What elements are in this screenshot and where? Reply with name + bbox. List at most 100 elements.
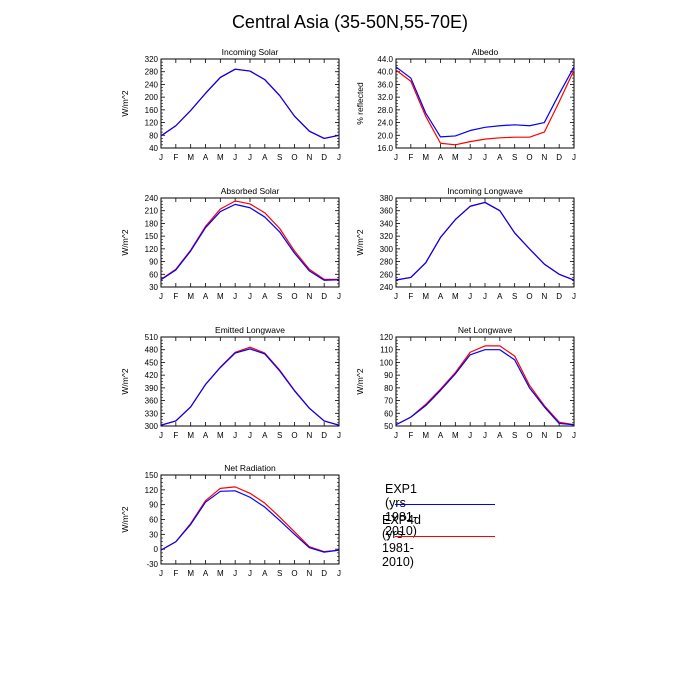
- y-axis-label: W/m^2: [120, 506, 130, 532]
- x-tick-label: M: [187, 569, 194, 578]
- x-tick-label: A: [438, 153, 444, 162]
- y-tick-label: 420: [145, 371, 159, 380]
- x-tick-label: A: [262, 292, 268, 301]
- legend-label-exp1: EXP1 (yrs 1981-2010): [385, 482, 417, 538]
- y-axis-label: W/m^2: [355, 229, 365, 255]
- legend-line-exp4d: [395, 536, 495, 537]
- series-line-exp4d: [395, 345, 575, 426]
- series-line-exp1: [395, 201, 575, 281]
- x-tick-label: A: [497, 153, 503, 162]
- y-tick-label: 70: [384, 397, 393, 406]
- x-tick-label: F: [408, 153, 413, 162]
- x-tick-label: D: [556, 431, 562, 440]
- x-tick-label: A: [438, 431, 444, 440]
- x-tick-label: S: [277, 292, 282, 301]
- y-tick-label: 320: [380, 232, 394, 241]
- x-tick-label: O: [291, 431, 297, 440]
- y-tick-label: 120: [380, 333, 394, 342]
- series-line-exp4d: [160, 486, 340, 553]
- plot-frame: [160, 336, 340, 427]
- x-tick-label: M: [187, 431, 194, 440]
- y-tick-label: 60: [149, 516, 158, 525]
- x-tick-label: M: [217, 569, 224, 578]
- y-tick-label: 260: [380, 270, 394, 279]
- x-tick-label: J: [248, 431, 252, 440]
- y-tick-label: 30: [149, 530, 158, 539]
- x-tick-label: A: [203, 153, 209, 162]
- y-axis-label: W/m^2: [120, 368, 130, 394]
- x-tick-label: A: [203, 292, 209, 301]
- y-tick-label: 60: [149, 270, 158, 279]
- panel-title: Net Longwave: [458, 325, 513, 335]
- x-tick-label: O: [291, 153, 297, 162]
- x-tick-label: J: [233, 292, 237, 301]
- x-tick-label: D: [556, 292, 562, 301]
- panel-title: Incoming Solar: [222, 47, 279, 57]
- y-tick-label: 280: [145, 68, 159, 77]
- x-tick-label: S: [512, 431, 517, 440]
- x-tick-label: D: [321, 569, 327, 578]
- x-tick-label: J: [159, 431, 163, 440]
- legend-line-exp1: [395, 504, 495, 505]
- x-tick-label: J: [483, 431, 487, 440]
- y-tick-label: 40: [149, 144, 158, 153]
- x-tick-label: F: [408, 431, 413, 440]
- x-tick-label: M: [217, 292, 224, 301]
- y-tick-label: 380: [380, 194, 394, 203]
- legend-label-exp4d: EXP4d (yrs 1981-2010): [382, 513, 421, 569]
- panel-4: Emitted Longwave W/m^2 300 330 360 390 420 450 4…: [120, 325, 341, 440]
- x-tick-label: M: [217, 153, 224, 162]
- x-tick-label: N: [306, 153, 312, 162]
- x-tick-label: N: [306, 292, 312, 301]
- series-line-exp4d: [160, 346, 340, 426]
- y-axis-label: W/m^2: [355, 368, 365, 394]
- x-tick-label: F: [408, 292, 413, 301]
- x-tick-label: O: [526, 292, 532, 301]
- x-tick-label: J: [337, 569, 341, 578]
- y-tick-label: 28.0: [377, 106, 393, 115]
- x-tick-label: O: [291, 292, 297, 301]
- y-tick-label: 360: [380, 207, 394, 216]
- x-tick-label: S: [512, 153, 517, 162]
- y-tick-label: 120: [145, 119, 159, 128]
- y-tick-label: 0: [154, 545, 159, 554]
- y-tick-label: 280: [380, 258, 394, 267]
- x-tick-label: J: [233, 153, 237, 162]
- y-tick-label: 80: [384, 384, 393, 393]
- x-tick-label: O: [526, 153, 532, 162]
- panel-title: Albedo: [472, 47, 499, 57]
- x-tick-label: M: [422, 292, 429, 301]
- x-tick-label: D: [556, 153, 562, 162]
- x-tick-label: M: [187, 153, 194, 162]
- y-tick-label: 20.0: [377, 131, 393, 140]
- x-tick-label: F: [173, 292, 178, 301]
- y-tick-label: 120: [145, 245, 159, 254]
- panel-title: Incoming Longwave: [447, 186, 523, 196]
- series-line-exp1: [160, 68, 340, 140]
- y-tick-label: 50: [384, 422, 393, 431]
- series-line-exp1: [395, 66, 575, 138]
- x-tick-label: A: [497, 292, 503, 301]
- x-tick-label: S: [277, 153, 282, 162]
- y-tick-label: 450: [145, 358, 159, 367]
- series-line-exp1: [160, 348, 340, 426]
- x-tick-label: J: [233, 569, 237, 578]
- panel-2: Absorbed Solar W/m^2 30 60 90 120 150 180 210 240…: [120, 186, 341, 301]
- x-tick-label: J: [248, 292, 252, 301]
- series-line-exp1: [160, 490, 340, 553]
- y-tick-label: 390: [145, 384, 159, 393]
- x-tick-label: A: [438, 292, 444, 301]
- y-tick-label: 90: [149, 501, 158, 510]
- panel-0: Incoming Solar W/m^2 40 80 120 160 200 240 280 32…: [120, 47, 341, 162]
- x-tick-label: J: [468, 153, 472, 162]
- panel-1: Albedo % reflected 16.0 20.0 24.0 28.0 32.0 36.…: [355, 47, 576, 162]
- x-tick-label: O: [291, 569, 297, 578]
- y-tick-label: 240: [145, 80, 159, 89]
- x-tick-label: A: [262, 431, 268, 440]
- y-tick-label: -30: [146, 560, 158, 569]
- plot-frame: [395, 197, 575, 288]
- x-tick-label: J: [394, 153, 398, 162]
- x-tick-label: M: [422, 431, 429, 440]
- x-tick-label: A: [203, 431, 209, 440]
- x-tick-label: J: [337, 153, 341, 162]
